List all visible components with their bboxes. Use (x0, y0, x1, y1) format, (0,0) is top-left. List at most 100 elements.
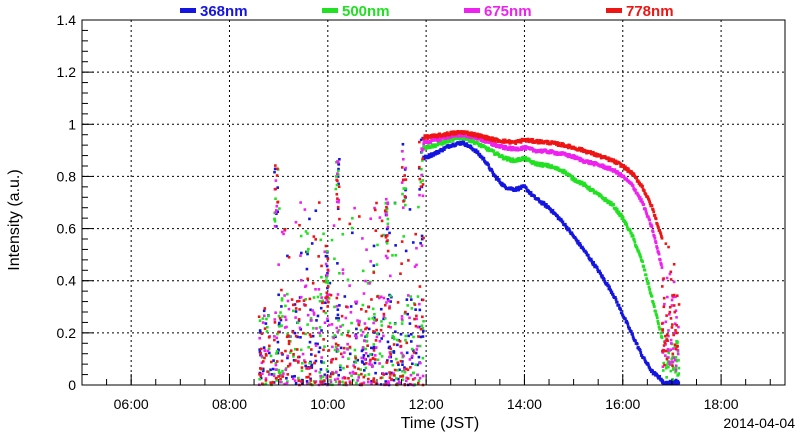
data-point (654, 309, 657, 313)
data-point (286, 364, 290, 368)
data-point (361, 356, 365, 360)
data-point (327, 300, 330, 304)
data-point (476, 150, 480, 154)
data-point (421, 159, 424, 162)
data-point (643, 358, 647, 362)
data-point (402, 354, 405, 358)
data-point (401, 378, 405, 382)
data-point (277, 330, 280, 334)
data-point (396, 343, 399, 347)
data-point (326, 295, 329, 299)
data-point (287, 255, 291, 259)
data-point (599, 272, 603, 275)
data-point (671, 352, 675, 356)
data-point (287, 334, 290, 338)
data-point (373, 206, 376, 210)
data-point (664, 242, 668, 245)
data-point (622, 175, 626, 179)
data-point (637, 346, 640, 349)
data-point (420, 167, 423, 171)
data-point (276, 201, 279, 204)
data-point (656, 224, 660, 228)
data-point (393, 202, 397, 205)
data-point (362, 292, 366, 295)
data-point (658, 374, 662, 378)
data-point (325, 291, 329, 295)
data-point (403, 203, 407, 207)
data-point (408, 316, 411, 320)
data-point (275, 336, 279, 340)
data-point (672, 280, 676, 284)
data-point (671, 368, 675, 371)
data-point (306, 252, 309, 256)
data-point (631, 234, 635, 238)
data-point (292, 358, 296, 362)
data-point (281, 375, 285, 378)
data-point (421, 298, 425, 302)
data-point (401, 369, 404, 373)
data-point (487, 163, 490, 167)
data-point (291, 377, 295, 381)
data-point (668, 310, 672, 314)
data-point (363, 357, 367, 361)
data-point (379, 307, 383, 311)
data-point (635, 245, 639, 249)
data-point (517, 157, 521, 160)
data-point (260, 367, 263, 371)
data-point (294, 310, 298, 313)
data-point (314, 209, 318, 213)
data-point (286, 356, 289, 360)
data-point (274, 179, 278, 182)
data-point (259, 376, 263, 380)
data-point (307, 367, 310, 370)
data-point (403, 370, 407, 374)
data-point (599, 194, 603, 198)
data-point (555, 150, 558, 154)
data-point (334, 380, 338, 384)
data-point (559, 217, 563, 221)
data-point (324, 311, 328, 315)
data-point (436, 135, 440, 138)
data-point (541, 165, 545, 168)
data-point (637, 249, 640, 253)
data-point (648, 222, 652, 225)
legend-item-778nm: 778nm (606, 3, 674, 20)
data-point (379, 383, 383, 386)
data-point (643, 268, 647, 272)
data-point (410, 347, 414, 351)
data-point (346, 334, 349, 337)
data-point (388, 351, 392, 354)
data-point (323, 250, 327, 254)
data-point (370, 346, 373, 350)
data-point (273, 219, 277, 223)
data-point (329, 380, 333, 384)
data-point (280, 359, 284, 363)
data-point (349, 305, 353, 308)
data-point (675, 294, 679, 298)
data-point (337, 383, 341, 386)
data-point (323, 373, 327, 377)
data-point (266, 349, 270, 353)
data-point (273, 170, 276, 174)
data-point (364, 351, 368, 355)
data-point (337, 198, 341, 202)
data-point (309, 377, 312, 381)
data-point (310, 242, 314, 245)
data-point (300, 366, 304, 369)
data-point (390, 378, 394, 381)
data-point (406, 377, 410, 380)
data-point (673, 322, 677, 326)
data-point (363, 339, 366, 342)
data-point (461, 132, 465, 135)
data-point (405, 367, 408, 371)
data-point (677, 372, 681, 375)
data-point (319, 374, 322, 378)
data-point (264, 322, 268, 325)
data-point (410, 307, 414, 310)
data-point (602, 164, 606, 168)
data-point (258, 319, 262, 322)
data-point (279, 380, 282, 384)
data-point (342, 346, 346, 350)
data-point (340, 333, 344, 336)
data-point (625, 177, 629, 181)
